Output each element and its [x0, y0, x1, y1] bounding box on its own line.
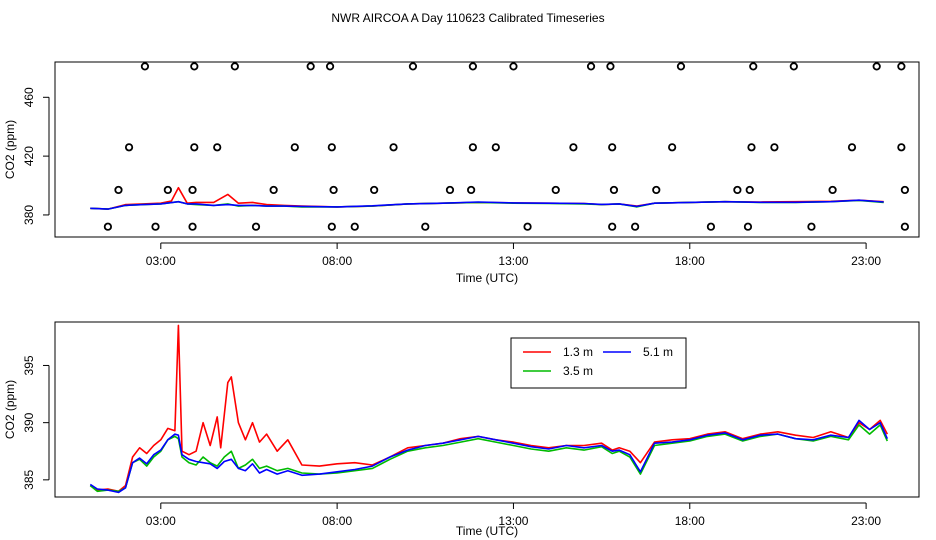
- calibration-marker: [900, 185, 909, 195]
- calibration-marker: [509, 62, 518, 71]
- calibration-marker: [190, 62, 199, 71]
- legend-label: 1.3 m: [563, 345, 593, 359]
- calibration-marker: [606, 62, 615, 71]
- calibration-marker: [213, 143, 222, 152]
- series-line-51m: [89, 419, 889, 494]
- calibration-marker: [421, 222, 430, 231]
- calibration-marker: [847, 143, 857, 152]
- plot-frame: [54, 321, 920, 498]
- calibration-marker: [327, 222, 336, 231]
- x-tick-label: 13:00: [498, 254, 528, 268]
- y-tick-label: 380: [22, 205, 36, 225]
- calibration-marker: [327, 143, 336, 152]
- calibration-marker: [609, 185, 619, 195]
- calibration-marker: [631, 222, 640, 231]
- calibration-marker: [569, 143, 578, 152]
- calibration-marker: [668, 143, 677, 152]
- legend-label: 5.1 m: [643, 345, 673, 359]
- calibration-marker: [468, 143, 477, 152]
- series-line-35m: [89, 424, 889, 493]
- x-tick-label: 18:00: [675, 514, 705, 528]
- calibration-marker: [188, 222, 197, 231]
- calibration-marker: [745, 185, 754, 195]
- x-tick-label: 13:00: [498, 514, 528, 528]
- calibration-marker: [789, 62, 798, 71]
- calibration-marker: [124, 143, 134, 152]
- y-axis-title: CO2 (ppm): [3, 380, 17, 439]
- calibration-marker: [828, 185, 837, 195]
- calibration-marker: [770, 143, 779, 152]
- calibration-marker: [468, 62, 477, 71]
- calibration-marker: [807, 222, 816, 231]
- figure-title: NWR AIRCOA A Day 110623 Calibrated Times…: [331, 11, 604, 25]
- calibration-marker: [114, 185, 123, 195]
- y-tick-label: 385: [22, 470, 36, 490]
- calibration-marker: [103, 222, 112, 231]
- calibration-marker: [190, 143, 199, 152]
- calibration-marker: [551, 185, 560, 195]
- calibration-marker: [140, 62, 150, 71]
- x-tick-label: 23:00: [851, 514, 881, 528]
- calibration-marker: [251, 222, 261, 231]
- calibration-marker: [608, 143, 617, 152]
- calibration-marker: [290, 143, 299, 152]
- calibration-marker: [897, 62, 906, 71]
- calibration-marker: [325, 62, 335, 71]
- calibration-marker: [900, 222, 909, 231]
- calibration-marker: [445, 185, 455, 195]
- x-tick-label: 08:00: [322, 254, 352, 268]
- plot-frame: [54, 61, 920, 238]
- calibration-marker: [676, 62, 686, 71]
- calibration-marker: [350, 222, 359, 231]
- calibration-marker: [652, 185, 661, 195]
- calibration-marker: [743, 222, 753, 231]
- calibration-marker: [747, 143, 756, 152]
- calibration-marker: [749, 62, 758, 71]
- calibration-marker: [306, 62, 315, 71]
- y-tick-label: 395: [22, 355, 36, 375]
- x-axis-title: Time (UTC): [456, 524, 518, 538]
- calibration-marker: [491, 143, 500, 152]
- calibration-marker: [523, 222, 532, 231]
- calibration-marker: [151, 222, 160, 231]
- bottom-panel: 03:00 08:00 13:00 18:00 23:00 385 390 395 Time (…: [3, 321, 920, 538]
- calibration-marker: [467, 185, 476, 195]
- calibration-marker: [408, 62, 418, 71]
- y-tick-label: 420: [22, 146, 36, 166]
- legend-label: 3.5 m: [563, 364, 593, 378]
- calibration-marker: [230, 62, 239, 71]
- x-tick-label: 03:00: [146, 514, 176, 528]
- series-line-13m: [89, 324, 889, 493]
- calibration-marker: [608, 222, 617, 231]
- calibration-marker: [897, 143, 906, 152]
- y-tick-label: 460: [22, 87, 36, 107]
- calibration-marker: [389, 143, 398, 152]
- y-tick-label: 390: [22, 412, 36, 432]
- calibration-marker: [586, 62, 596, 71]
- x-axis-title: Time (UTC): [456, 271, 518, 285]
- legend-box: [510, 337, 687, 389]
- calibration-marker: [370, 185, 379, 195]
- x-tick-label: 08:00: [322, 514, 352, 528]
- calibration-marker: [706, 222, 716, 231]
- y-axis-title: CO2 (ppm): [3, 120, 17, 179]
- calibration-marker: [872, 62, 881, 71]
- calibration-marker: [269, 185, 278, 195]
- series-line-51m: [90, 199, 884, 210]
- x-tick-label: 18:00: [675, 254, 705, 268]
- x-tick-label: 23:00: [851, 254, 881, 268]
- x-tick-label: 03:00: [146, 254, 176, 268]
- calibration-marker: [188, 185, 197, 195]
- calibration-marker: [329, 185, 338, 195]
- calibration-marker: [163, 185, 172, 195]
- calibration-marker: [733, 185, 742, 195]
- top-panel: 03:00 08:00 13:00 18:00 23:00 380 420 460 Time (…: [3, 61, 920, 285]
